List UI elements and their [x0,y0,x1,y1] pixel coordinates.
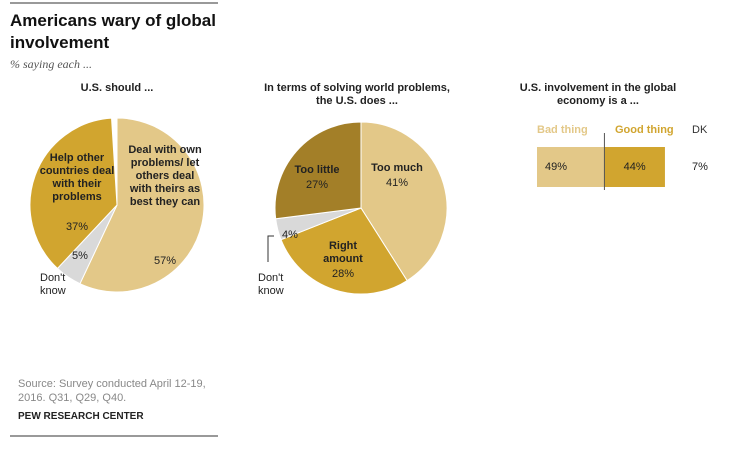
slice-label: Too much [371,162,423,174]
slice-label: Right amount [323,240,363,265]
value-label: 37% [65,221,89,233]
value-label: 5% [72,250,88,262]
slice-label: Help other countries deal with their pro… [39,152,115,203]
legend-label: Good thing [615,124,674,136]
slice-label: Don't know [40,272,66,297]
chart-title: U.S. should ... [80,82,154,94]
bar-segment [604,147,665,187]
chart-title: U.S. involvement in the global economy i… [519,82,677,107]
value-label: 7% [692,161,708,173]
value-label: 57% [153,255,177,267]
slice-label: Deal with own problems/ let others deal … [128,144,202,208]
leader-line [267,235,274,262]
value-label: 28% [331,268,355,280]
legend-label: DK [692,124,708,136]
value-label: 44% [623,161,646,173]
value-label: 27% [305,179,329,191]
pie-slice [79,117,205,293]
value-label: 49% [545,161,568,173]
pie-slice [29,117,118,270]
value-label: 4% [282,229,298,241]
subtitle: % saying each ... [10,57,92,71]
legend-label: Bad thing [537,124,588,136]
source: Source: Survey conducted April 12-19, 20… [18,378,206,404]
credit: PEW RESEARCH CENTER [18,411,144,422]
slice-label: Don't know [258,272,284,297]
chart-title: In terms of solving world problems, the … [264,82,450,107]
page-title: Americans wary of global involvement [10,11,216,52]
value-label: 41% [385,177,409,189]
pie-slice [274,121,362,220]
bar-segment [537,147,605,187]
bar-segment [664,147,675,187]
pie-slice [280,207,408,295]
slice-label: Too little [294,164,340,176]
